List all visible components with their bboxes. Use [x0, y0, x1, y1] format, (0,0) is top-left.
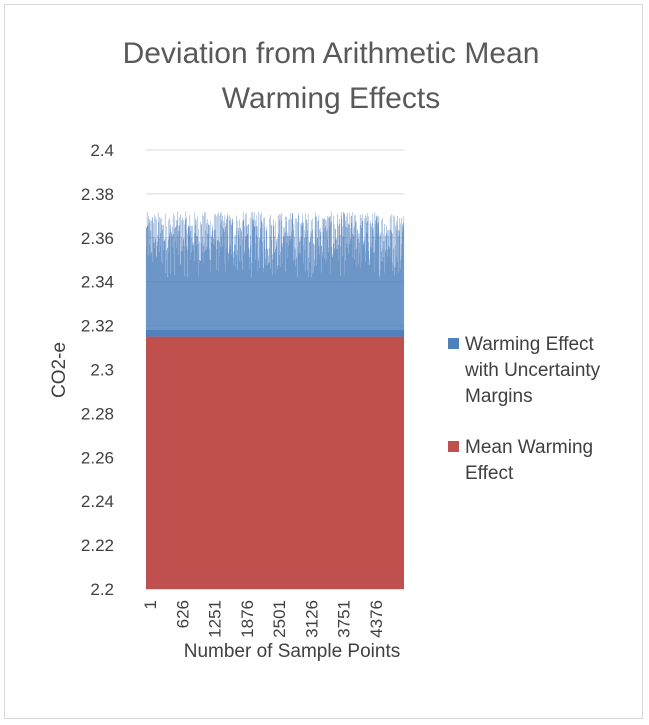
mean-series-layer [146, 336, 404, 589]
y-tick-label: 2.34 [81, 273, 114, 292]
y-tick-label: 2.36 [81, 229, 114, 248]
y-tick-label: 2.24 [81, 492, 114, 511]
y-axis-title: CO2-e [49, 342, 70, 398]
x-tick-label: 3751 [335, 600, 354, 638]
uncertainty-series-layer [145, 211, 405, 337]
legend-label-uncertainty-line-3: Margins [465, 386, 533, 407]
x-tick-label: 3126 [302, 600, 321, 638]
x-tick-label: 1251 [206, 600, 225, 638]
y-tick-label: 2.38 [81, 185, 114, 204]
y-tick-label: 2.28 [81, 404, 114, 423]
y-tick-labels: 2.2 2.22 2.24 2.26 2.28 2.3 2.32 2.34 2.36 2.38 2.… [81, 141, 114, 599]
y-tick-label: 2.26 [81, 448, 114, 467]
x-tick-label: 2501 [270, 600, 289, 638]
uncertainty-series-bars [145, 211, 405, 337]
legend: Warming Effect with Uncertainty Margins … [448, 334, 601, 484]
y-tick-label: 2.3 [90, 361, 114, 380]
chart-title-line-2: Warming Effects [222, 82, 440, 115]
x-tick-label: 1876 [238, 600, 257, 638]
chart-title-line-1: Deviation from Arithmetic Mean [123, 37, 540, 70]
x-tick-label: 626 [173, 600, 192, 628]
legend-label-uncertainty-line-1: Warming Effect [465, 334, 595, 355]
y-tick-label: 2.32 [81, 317, 114, 336]
x-axis-title: Number of Sample Points [184, 641, 401, 662]
legend-label-mean-line-2: Effect [465, 463, 514, 484]
y-tick-label: 2.4 [90, 141, 114, 160]
legend-swatch-mean [448, 441, 459, 452]
y-tick-label: 2.22 [81, 536, 114, 555]
x-tick-labels: 1 626 1251 1876 2501 3126 3751 4376 [141, 600, 386, 638]
x-tick-label: 1 [141, 600, 160, 609]
legend-label-mean-line-1: Mean Warming [465, 437, 593, 458]
legend-label-uncertainty-line-2: with Uncertainty [464, 360, 601, 381]
uncertainty-series-base [146, 329, 404, 337]
x-tick-label: 4376 [367, 600, 386, 638]
mean-series-bars [146, 336, 404, 589]
legend-swatch-uncertainty [448, 338, 459, 349]
y-tick-label: 2.2 [90, 580, 114, 599]
